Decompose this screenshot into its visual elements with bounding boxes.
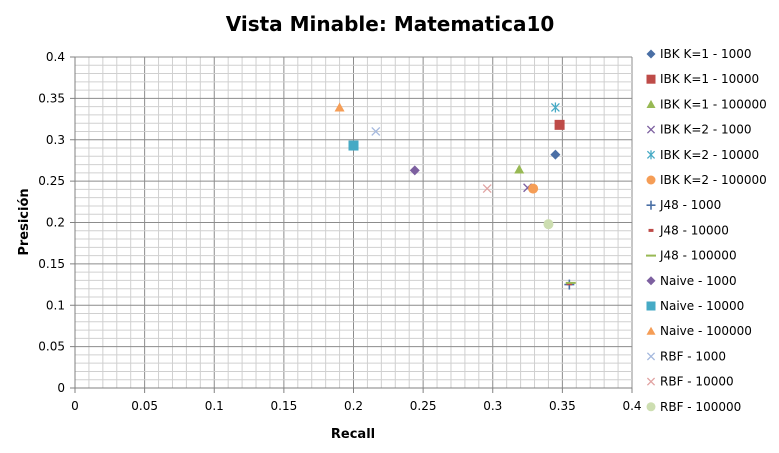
- legend-label: RBF - 100000: [660, 400, 741, 414]
- x-axis-title: Recall: [331, 427, 375, 442]
- data-point: [565, 281, 576, 284]
- y-tick-label: 0: [57, 381, 65, 395]
- data-point: [409, 165, 420, 176]
- legend-marker: [646, 125, 656, 134]
- legend-marker: [646, 150, 656, 160]
- legend-label: IBK K=2 - 10000: [660, 148, 759, 162]
- data-point: [528, 183, 539, 194]
- x-tick-label: 0.35: [549, 399, 576, 413]
- legend-label: J48 - 100000: [659, 249, 737, 263]
- x-tick-label: 0.3: [483, 399, 502, 413]
- data-point: [550, 102, 560, 113]
- legend-label: IBK K=1 - 100000: [660, 97, 767, 111]
- y-tick-label: 0.3: [46, 133, 65, 147]
- legend-label: J48 - 10000: [659, 223, 729, 237]
- tick-labels: 0 0.05 0.1 0.15 0.2 0.25 0.3 0.35 0.4 0 0.05 0.1 0.1…: [38, 50, 641, 413]
- legend-label: Naive - 1000: [660, 274, 737, 288]
- legend-label: J48 - 1000: [659, 198, 721, 212]
- legend-label: IBK K=2 - 1000: [660, 123, 752, 137]
- legend-marker: [646, 377, 656, 386]
- legend-marker: [646, 74, 656, 84]
- legend-marker: [646, 326, 656, 335]
- y-tick-label: 0.2: [46, 216, 65, 230]
- legend-marker: [646, 276, 656, 286]
- x-tick-label: 0.1: [205, 399, 224, 413]
- legend-marker: [646, 301, 656, 311]
- legend-marker: [646, 99, 656, 108]
- legend-label: IBK K=1 - 10000: [660, 72, 759, 86]
- x-tick-label: 0.05: [131, 399, 158, 413]
- data-point: [371, 127, 381, 136]
- axes: [70, 56, 633, 393]
- data-point: [482, 184, 492, 194]
- x-tick-label: 0: [71, 399, 79, 413]
- chart-title: Vista Minable: Matematica10: [226, 12, 555, 36]
- x-tick-label: 0.15: [271, 399, 298, 413]
- legend-marker: [646, 175, 656, 185]
- data-point: [348, 140, 359, 151]
- y-tick-label: 0.15: [38, 257, 65, 271]
- y-axis-title: Presición: [17, 188, 32, 255]
- legend-label: Naive - 100000: [660, 324, 752, 338]
- data-points: [334, 102, 576, 290]
- legend-label: RBF - 1000: [660, 349, 726, 363]
- y-tick-label: 0.1: [46, 298, 65, 312]
- data-point: [334, 102, 345, 112]
- legend-marker: [648, 228, 654, 232]
- data-point: [543, 219, 554, 230]
- x-tick-label: 0.2: [344, 399, 363, 413]
- data-point: [550, 149, 561, 160]
- legend-marker: [646, 49, 656, 59]
- legend-marker: [646, 352, 656, 361]
- legend-label: IBK K=1 - 1000: [660, 47, 752, 61]
- data-point: [554, 119, 565, 130]
- y-tick-label: 0.25: [38, 174, 65, 188]
- plot-grid: [74, 56, 633, 389]
- legend-marker: [646, 254, 656, 257]
- data-point: [514, 164, 525, 174]
- y-tick-label: 0.4: [46, 50, 65, 64]
- legend-marker: [646, 200, 656, 210]
- legend-marker: [646, 402, 656, 412]
- legend-label: Naive - 10000: [660, 299, 744, 313]
- legend: IBK K=1 - 1000 IBK K=1 - 10000 IBK K=1 - 1…: [646, 47, 767, 414]
- x-tick-label: 0.25: [410, 399, 437, 413]
- x-tick-label: 0.4: [622, 399, 641, 413]
- y-tick-label: 0.35: [38, 91, 65, 105]
- legend-label: RBF - 10000: [660, 375, 734, 389]
- legend-label: IBK K=2 - 100000: [660, 173, 767, 187]
- y-tick-label: 0.05: [38, 340, 65, 354]
